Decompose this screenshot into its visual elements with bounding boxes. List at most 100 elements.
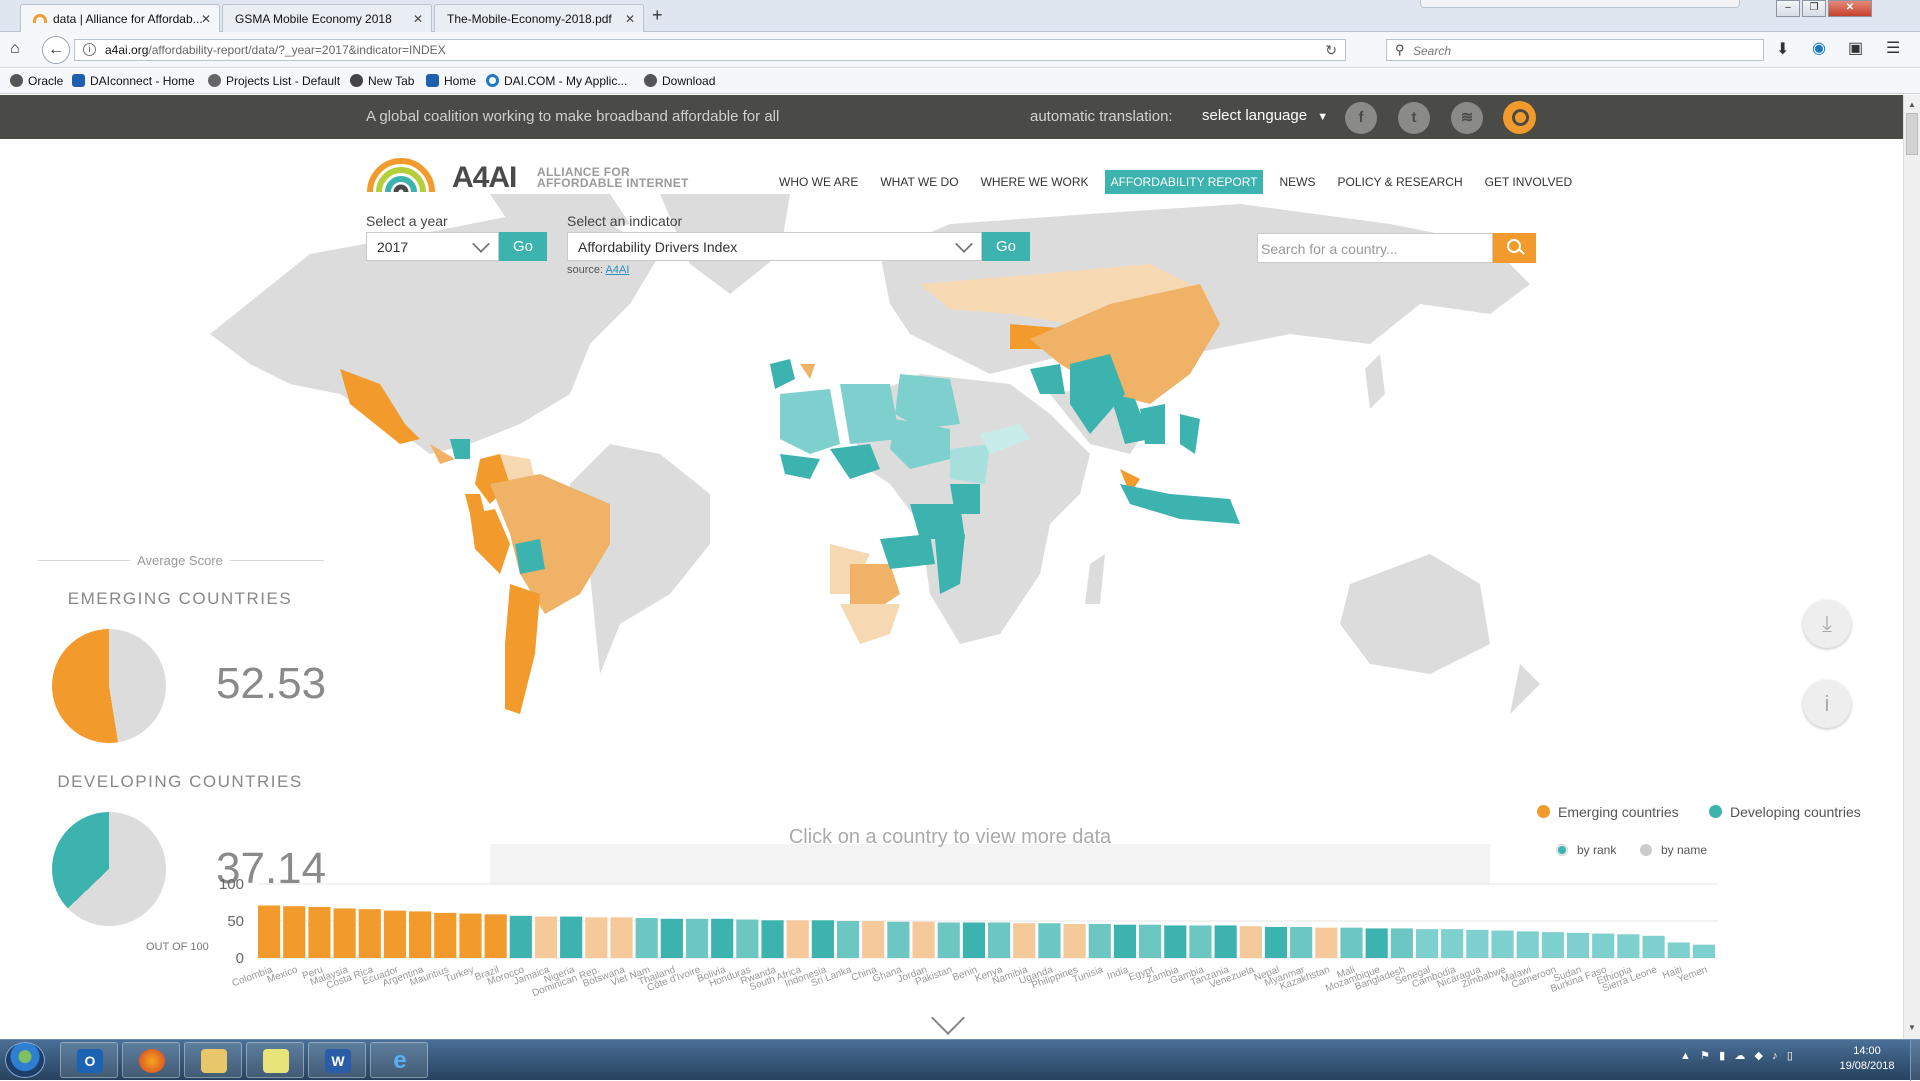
- bookmark-new-tab[interactable]: New Tab: [350, 74, 414, 88]
- cloud-icon[interactable]: ☁: [1734, 1050, 1746, 1062]
- bookmark-daiconnect[interactable]: DAIconnect - Home: [72, 74, 195, 88]
- minimize-icon[interactable]: –: [1776, 0, 1800, 17]
- browser-tab-a4ai[interactable]: data | Alliance for Affordab... ✕: [20, 4, 220, 33]
- bar-botswana[interactable]: [610, 917, 633, 958]
- country-pakistan[interactable]: [1030, 364, 1065, 394]
- bar-brazil[interactable]: [484, 914, 507, 958]
- bar-yemen[interactable]: [1692, 944, 1715, 958]
- arctic-islands[interactable]: [490, 194, 630, 234]
- indicator-select[interactable]: Affordability Drivers Index: [567, 232, 982, 261]
- bar-bolivia[interactable]: [711, 918, 734, 958]
- country-viet-nam[interactable]: [1140, 404, 1165, 444]
- country-venezuela[interactable]: [500, 454, 535, 484]
- nav-where-we-work[interactable]: WHERE WE WORK: [980, 175, 1089, 189]
- bar-morocco[interactable]: [509, 915, 532, 958]
- bar-dominican-rep-[interactable]: [585, 917, 608, 958]
- bar-mexico[interactable]: [283, 906, 306, 958]
- bar-tanzania[interactable]: [1214, 925, 1237, 958]
- scroll-thumb[interactable]: [1906, 113, 1918, 155]
- country-cote-divoire[interactable]: [780, 454, 820, 479]
- sort-by-rank[interactable]: by rank: [1556, 843, 1616, 857]
- source-link[interactable]: A4AI: [605, 264, 630, 276]
- country-central-america[interactable]: [450, 439, 470, 459]
- country-philippines[interactable]: [1180, 414, 1200, 454]
- country-tanzania[interactable]: [910, 504, 965, 539]
- scroll-down-arrow-icon[interactable]: ▼: [1908, 1023, 1916, 1032]
- country-argentina[interactable]: [505, 584, 540, 714]
- close-icon[interactable]: ✕: [412, 12, 423, 26]
- bar-zambia[interactable]: [1164, 925, 1187, 958]
- bar-gambia[interactable]: [1189, 925, 1212, 958]
- country-indonesia[interactable]: [1120, 484, 1240, 524]
- url-field[interactable]: i a4ai.org/affordability-report/data/?_y…: [74, 39, 1346, 61]
- bookmark-dai-com[interactable]: DAI.COM - My Applic...: [486, 74, 627, 88]
- japan[interactable]: [1365, 354, 1385, 409]
- nav-affordability-report[interactable]: AFFORDABILITY REPORT: [1104, 170, 1264, 194]
- hamburger-menu-icon[interactable]: ☰: [1886, 40, 1901, 57]
- bar-myanmar[interactable]: [1290, 926, 1313, 958]
- country-myanmar-thailand[interactable]: [1110, 394, 1150, 444]
- battery-icon[interactable]: ▯: [1786, 1050, 1793, 1062]
- country-mozambique[interactable]: [935, 534, 965, 594]
- bar-sudan[interactable]: [1566, 932, 1590, 958]
- site-search-icon[interactable]: [1503, 101, 1536, 134]
- volume-icon[interactable]: ♪: [1772, 1050, 1778, 1062]
- bar-thailand[interactable]: [660, 918, 683, 958]
- scroll-up-arrow-icon[interactable]: ▲: [1908, 100, 1916, 109]
- close-icon[interactable]: ✕: [624, 12, 635, 26]
- bar-jordan[interactable]: [912, 921, 935, 958]
- bar-turkey[interactable]: [459, 913, 482, 958]
- world-map[interactable]: [190, 194, 1720, 884]
- show-desktop-button[interactable]: [1910, 1040, 1920, 1081]
- nav-get-involved[interactable]: GET INVOLVED: [1484, 175, 1573, 189]
- year-select[interactable]: 2017: [366, 232, 499, 261]
- browser-tab-pdf[interactable]: The-Mobile-Economy-2018.pdf ✕: [434, 4, 644, 32]
- country-morocco[interactable]: [770, 359, 795, 389]
- bookmark-oracle[interactable]: Oracle: [10, 74, 63, 88]
- new-tab-plus-icon[interactable]: +: [652, 5, 663, 25]
- bookmark-download[interactable]: Download: [644, 74, 715, 88]
- info-icon[interactable]: i: [1803, 680, 1851, 728]
- bar-mauritius[interactable]: [434, 912, 457, 958]
- bar-benin[interactable]: [962, 922, 985, 958]
- country-mexico[interactable]: [340, 369, 420, 444]
- tray-flag-icon[interactable]: ⚑: [1700, 1050, 1710, 1062]
- taskbar-internet-explorer[interactable]: e: [370, 1042, 428, 1078]
- bar-nicaragua[interactable]: [1466, 929, 1489, 958]
- country-botswana[interactable]: [850, 564, 900, 614]
- taskbar-word[interactable]: W: [308, 1042, 366, 1078]
- dropbox-icon[interactable]: ◆: [1754, 1050, 1763, 1062]
- country-zambia[interactable]: [880, 534, 935, 569]
- country-yemen[interactable]: [980, 424, 1030, 454]
- taskbar-outlook[interactable]: O: [60, 1042, 118, 1078]
- taskbar-sticky-notes[interactable]: [246, 1042, 304, 1078]
- bar-jamaica[interactable]: [534, 916, 558, 958]
- country-brazil[interactable]: [490, 474, 610, 614]
- country-sudan[interactable]: [890, 419, 950, 469]
- legend-emerging[interactable]: Emerging countries: [1537, 804, 1679, 820]
- country-egypt[interactable]: [895, 374, 960, 429]
- nav-what-we-do[interactable]: WHAT WE DO: [880, 175, 959, 189]
- legend-developing[interactable]: Developing countries: [1709, 804, 1861, 820]
- bar-namibia[interactable]: [1013, 923, 1036, 958]
- download-icon[interactable]: ⤓: [1803, 600, 1851, 648]
- bar-bangladesh[interactable]: [1390, 928, 1413, 958]
- home-icon[interactable]: ⌂: [10, 40, 20, 57]
- bar-mozambique[interactable]: [1365, 928, 1388, 958]
- country-mali[interactable]: [780, 389, 840, 454]
- bar-tunisia[interactable]: [1088, 923, 1111, 958]
- bar-kenya[interactable]: [988, 922, 1011, 958]
- a4ai-logo-icon[interactable]: [366, 158, 436, 194]
- bar-kazakhstan[interactable]: [1315, 927, 1338, 958]
- tray-expand-icon[interactable]: ▲: [1680, 1050, 1691, 1062]
- back-arrow-icon[interactable]: ←: [42, 36, 70, 64]
- bar-zimbabwe[interactable]: [1491, 930, 1514, 958]
- country-search-button-icon[interactable]: [1493, 233, 1536, 263]
- nav-who-we-are[interactable]: WHO WE ARE: [779, 175, 859, 189]
- new-zealand[interactable]: [1510, 664, 1540, 714]
- bar-indonesia[interactable]: [811, 920, 834, 958]
- country-south-africa[interactable]: [840, 604, 900, 644]
- country-niger[interactable]: [840, 384, 900, 444]
- language-select[interactable]: select language ▼: [1202, 107, 1328, 124]
- bar-haiti[interactable]: [1667, 942, 1690, 958]
